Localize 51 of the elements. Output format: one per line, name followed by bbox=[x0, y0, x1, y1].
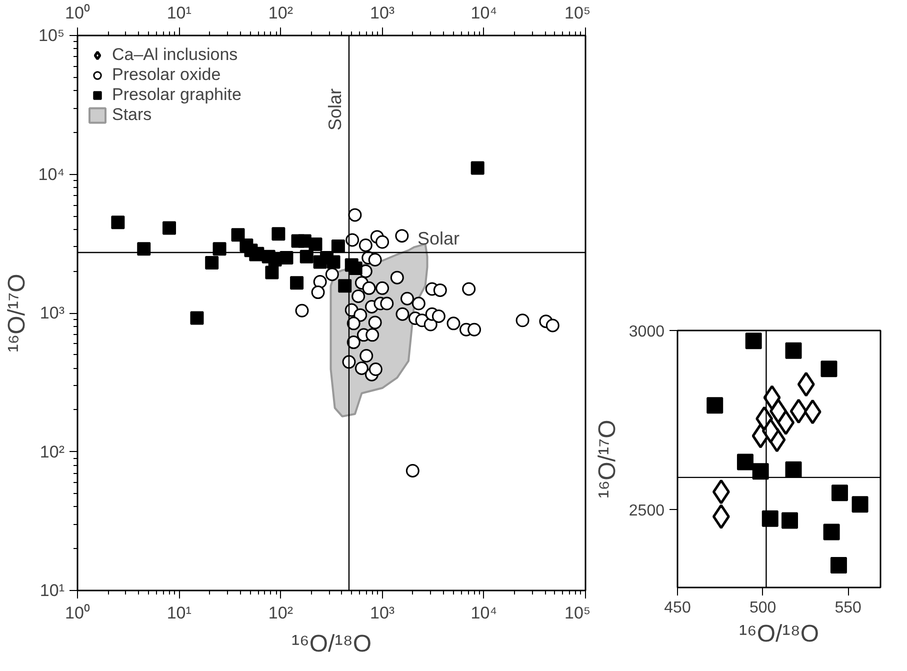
point bbox=[797, 372, 815, 397]
y-axis-title: ¹⁶O/¹⁷O bbox=[594, 420, 621, 498]
y-tick-label: 10¹ bbox=[40, 581, 65, 600]
x-tick-label: 10⁰ bbox=[65, 604, 90, 622]
text: 10² bbox=[268, 4, 293, 22]
x-tick-label: 10² bbox=[268, 604, 294, 622]
x-tick-label: 500 bbox=[749, 600, 776, 616]
ref-line-label: Solar bbox=[324, 88, 345, 130]
legend-label: Ca–Al inclusions bbox=[112, 45, 238, 65]
x-axis-title: ¹⁶O/¹⁸O bbox=[739, 620, 820, 648]
point bbox=[781, 512, 798, 529]
point bbox=[804, 399, 822, 424]
x-tick-label: 10¹ bbox=[166, 604, 192, 622]
y-tick-label: 2500 bbox=[628, 502, 665, 520]
point bbox=[712, 504, 730, 530]
text: 10¹ bbox=[166, 4, 192, 22]
point bbox=[790, 398, 808, 424]
point bbox=[823, 524, 840, 540]
point bbox=[712, 479, 730, 504]
point bbox=[745, 332, 762, 350]
x-tick-label: 550 bbox=[834, 600, 862, 616]
text: 10⁴ bbox=[470, 4, 498, 22]
x-tick-label: 10³ bbox=[370, 604, 395, 622]
point bbox=[706, 397, 724, 414]
point bbox=[785, 342, 802, 359]
point bbox=[762, 510, 778, 527]
ref-line-label: Solar bbox=[418, 228, 460, 248]
point bbox=[785, 461, 802, 478]
y-tick-label: 3000 bbox=[628, 324, 665, 340]
y-axis-title: ¹⁶O/¹⁷O bbox=[3, 274, 30, 352]
point bbox=[852, 496, 868, 513]
x-axis-title: ¹⁶O/¹⁸O bbox=[292, 630, 372, 658]
text: 10⁵ bbox=[564, 4, 591, 22]
point bbox=[820, 360, 838, 378]
text: 10⁰ bbox=[65, 4, 90, 22]
legend-label: Stars bbox=[112, 105, 152, 125]
x-tick-label: 450 bbox=[664, 600, 691, 616]
y-tick-label: 10⁵ bbox=[38, 26, 65, 45]
legend-label: Presolar graphite bbox=[112, 85, 242, 105]
text: 10³ bbox=[370, 4, 395, 22]
y-tick-label: 10⁴ bbox=[38, 164, 65, 184]
y-tick-label: 10² bbox=[40, 442, 65, 462]
x-tick-label: 10⁵ bbox=[564, 604, 591, 622]
point bbox=[831, 484, 848, 502]
y-tick-label: 10³ bbox=[40, 304, 65, 322]
point bbox=[777, 410, 795, 436]
point bbox=[830, 557, 847, 574]
point bbox=[762, 418, 780, 444]
point bbox=[736, 454, 754, 470]
legend-label: Presolar oxide bbox=[112, 65, 221, 85]
x-tick-label: 10⁴ bbox=[470, 604, 498, 622]
